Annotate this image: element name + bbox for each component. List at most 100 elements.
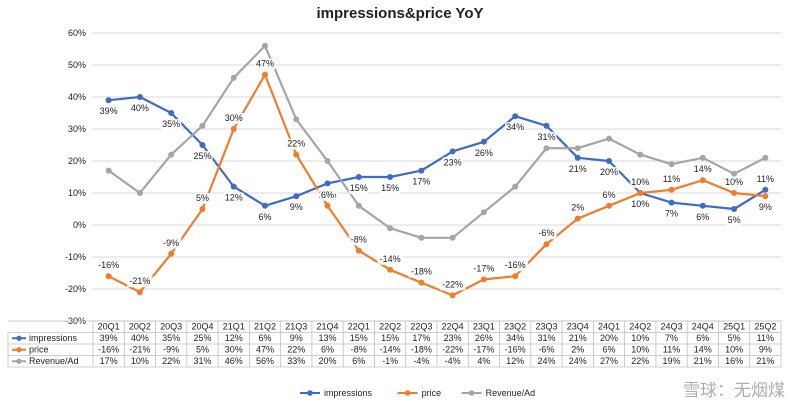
table-cell: -17% [473, 345, 494, 355]
data-label-bg [379, 183, 401, 194]
data-label-bg [129, 103, 151, 114]
table-cell: 17% [100, 356, 118, 366]
data-point [512, 113, 519, 120]
data-point [136, 94, 143, 100]
data-point [668, 199, 675, 206]
data-label: 11% [757, 174, 774, 184]
table-cell: 40% [131, 333, 149, 343]
y-tick-label: 20% [68, 156, 86, 166]
y-tick-label: -10% [65, 252, 86, 262]
data-label: 21% [569, 164, 587, 174]
data-point [293, 116, 300, 123]
table-cell: 7% [665, 333, 678, 343]
table-cell: 10% [631, 345, 649, 355]
table-cell: 15% [350, 333, 368, 343]
data-label: 23% [444, 157, 462, 167]
table-cell: -18% [411, 345, 432, 355]
data-point [606, 135, 612, 142]
data-point [324, 180, 331, 187]
table-cell: 20% [600, 333, 618, 343]
data-labels: 39% -16% 40% -21% 35% -9% 25% 5% 12% 30% 6% 47% 9% 22… [95, 58, 776, 291]
legend-marker [404, 390, 411, 396]
data-label: 22% [287, 139, 305, 149]
data-label-bg [664, 208, 679, 220]
data-point [355, 247, 362, 254]
data-point [199, 122, 206, 129]
table-cell: 24% [537, 356, 555, 366]
data-label-bg [192, 151, 213, 162]
data-label: 26% [475, 148, 493, 158]
data-point [668, 161, 675, 168]
data-label: -17% [473, 263, 494, 273]
data-point [168, 151, 175, 158]
series-line-1 [108, 73, 766, 297]
table-cell: -16% [505, 345, 526, 355]
x-tick-label: 21Q2 [254, 322, 276, 332]
x-tick-label: 25Q2 [754, 322, 776, 332]
x-tick-label: 22Q2 [379, 322, 401, 332]
data-label: 31% [537, 132, 555, 142]
table-cell: 31% [537, 333, 555, 343]
x-tick-label: 20Q4 [191, 322, 213, 332]
table-cell: -8% [351, 345, 367, 355]
data-point [668, 186, 675, 193]
legend-marker [307, 390, 313, 396]
data-label-bg [161, 237, 182, 249]
data-label: -9% [163, 238, 179, 248]
x-tick-label: 24Q1 [598, 322, 620, 332]
data-point [105, 167, 112, 174]
y-tick-label: 0% [73, 220, 86, 230]
data-point [230, 183, 237, 190]
data-point [699, 202, 706, 209]
data-label-bg [692, 164, 713, 176]
table-cell: 5% [196, 345, 209, 355]
data-label-bg [223, 192, 244, 204]
legend-marker [468, 390, 475, 396]
x-tick-label: 21Q4 [317, 322, 339, 332]
data-label-bg [567, 163, 588, 175]
data-label-bg [757, 202, 773, 214]
data-point [293, 151, 300, 158]
data-point [168, 110, 175, 116]
table-cell: 6% [258, 333, 271, 343]
table-cell: 21% [569, 333, 587, 343]
table-cell: 19% [663, 356, 681, 366]
data-label-bg [161, 119, 182, 130]
table-cell: 24% [569, 356, 587, 366]
data-point [387, 225, 394, 232]
data-point [637, 190, 644, 196]
table-cell: -4% [445, 356, 461, 366]
data-label: 5% [728, 215, 741, 225]
data-label: -18% [411, 267, 432, 277]
data-label: 39% [100, 106, 118, 116]
data-label-bg [598, 167, 620, 178]
data-label-bg [536, 228, 557, 240]
table-cell: -21% [129, 345, 150, 355]
data-point [262, 202, 268, 209]
x-tick-label: 22Q3 [410, 322, 432, 332]
data-label-bg [411, 176, 432, 188]
table-cell: 5% [728, 333, 741, 343]
data-point [324, 158, 331, 164]
data-label: 47% [256, 59, 274, 69]
legend-label: impressions [324, 388, 373, 398]
data-label: 14% [694, 164, 712, 174]
data-point [574, 145, 581, 152]
data-point [230, 126, 237, 132]
data-point [449, 292, 456, 299]
data-point [512, 273, 519, 280]
data-label-bg [502, 260, 528, 272]
x-tick-label: 20Q1 [98, 322, 120, 332]
data-label-bg [408, 266, 435, 278]
data-label-bg [95, 260, 122, 272]
data-point [606, 158, 612, 164]
table-cell: 47% [256, 345, 274, 355]
table-cell: 22% [287, 345, 305, 355]
table-cell: 17% [412, 333, 430, 343]
data-label: 9% [759, 202, 772, 212]
table-cell: 21% [694, 356, 712, 366]
data-label-bg [288, 202, 304, 214]
x-tick-label: 24Q4 [692, 322, 714, 332]
table-cell: 11% [663, 345, 680, 355]
series-line-0 [108, 95, 766, 211]
